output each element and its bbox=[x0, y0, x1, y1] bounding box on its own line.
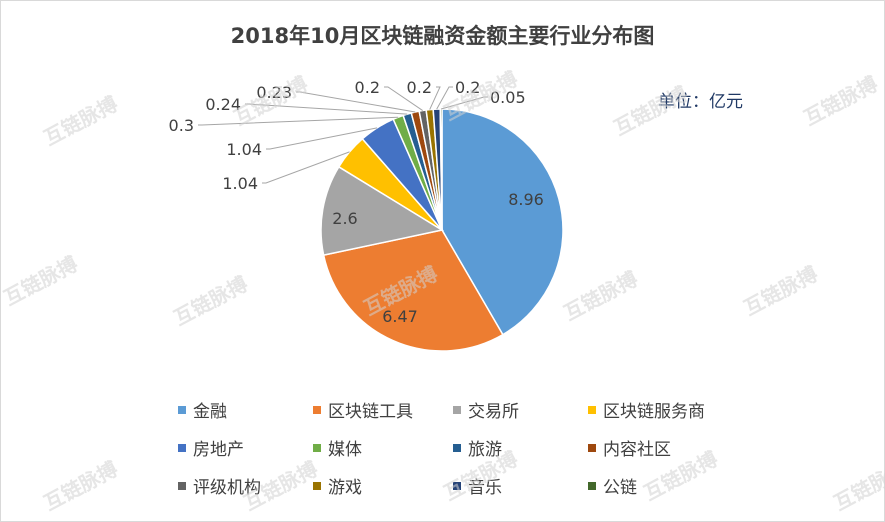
legend-label-1: 金融 bbox=[193, 402, 227, 422]
data-label-12: 0.05 bbox=[490, 88, 526, 107]
leader-line-4 bbox=[262, 151, 350, 184]
data-label-4: 1.04 bbox=[222, 174, 258, 193]
data-label-5: 1.04 bbox=[226, 140, 262, 159]
chart-title: 2018年10月区块链融资金额主要行业分布图 bbox=[230, 24, 655, 48]
legend-item-3: 交易所 bbox=[453, 397, 519, 422]
legend-swatch-3 bbox=[453, 406, 461, 414]
legend-label-9: 评级机构 bbox=[193, 478, 261, 498]
legend-item-5: 房地产 bbox=[178, 435, 244, 460]
legend-swatch-11 bbox=[453, 482, 461, 490]
pie-slice-1 bbox=[441, 108, 564, 336]
legend-swatch-2 bbox=[313, 406, 321, 414]
legend-item-1: 金融 bbox=[178, 397, 227, 422]
data-label-8: 0.23 bbox=[256, 83, 292, 102]
leader-line-6 bbox=[198, 116, 399, 126]
legend-swatch-9 bbox=[178, 482, 186, 490]
leader-line-9 bbox=[384, 86, 423, 112]
legend-swatch-10 bbox=[313, 482, 321, 490]
legend-item-10: 游戏 bbox=[313, 473, 362, 498]
legend-swatch-1 bbox=[178, 406, 186, 414]
legend-label-11: 音乐 bbox=[468, 478, 502, 498]
data-label-10: 0.2 bbox=[407, 78, 432, 97]
legend-swatch-7 bbox=[453, 444, 461, 452]
legend-swatch-12 bbox=[588, 482, 596, 490]
unit-label: 单位：亿元 bbox=[658, 92, 743, 112]
data-label-3: 2.6 bbox=[332, 209, 357, 228]
leader-line-5 bbox=[266, 127, 378, 150]
legend-label-7: 旅游 bbox=[468, 440, 502, 460]
legend-label-6: 媒体 bbox=[328, 440, 362, 460]
legend-swatch-5 bbox=[178, 444, 186, 452]
legend-label-3: 交易所 bbox=[468, 402, 519, 422]
leader-line-10 bbox=[429, 86, 441, 110]
legend-label-2: 区块链工具 bbox=[328, 402, 413, 422]
legend-label-12: 公链 bbox=[603, 478, 637, 498]
legend-item-8: 内容社区 bbox=[588, 435, 671, 460]
leader-line-8 bbox=[296, 91, 416, 113]
legend-label-10: 游戏 bbox=[328, 478, 362, 498]
data-label-9: 0.2 bbox=[355, 78, 380, 97]
legend-swatch-6 bbox=[313, 444, 321, 452]
legend-swatch-4 bbox=[588, 406, 596, 414]
legend-item-9: 评级机构 bbox=[178, 473, 261, 498]
leader-line-11 bbox=[436, 86, 453, 110]
legend-label-8: 内容社区 bbox=[603, 440, 671, 460]
data-label-6: 0.3 bbox=[169, 116, 194, 135]
leader-line-12 bbox=[440, 96, 488, 110]
leader-line-7 bbox=[245, 103, 408, 115]
legend-label-4: 区块链服务商 bbox=[603, 402, 705, 422]
pie-slice-2 bbox=[322, 229, 504, 352]
legend-swatch-8 bbox=[588, 444, 596, 452]
data-label-7: 0.24 bbox=[205, 95, 241, 114]
legend-item-12: 公链 bbox=[588, 473, 637, 498]
data-label-11: 0.2 bbox=[455, 78, 480, 97]
legend-item-4: 区块链服务商 bbox=[588, 397, 705, 422]
legend-item-11: 音乐 bbox=[453, 473, 502, 498]
data-label-1: 8.96 bbox=[508, 190, 544, 209]
data-label-2: 6.47 bbox=[382, 307, 418, 326]
legend-item-6: 媒体 bbox=[313, 435, 362, 460]
legend-item-7: 旅游 bbox=[453, 435, 502, 460]
legend-item-2: 区块链工具 bbox=[313, 397, 413, 422]
pie-slice-3 bbox=[320, 165, 444, 257]
legend-label-5: 房地产 bbox=[193, 440, 244, 460]
